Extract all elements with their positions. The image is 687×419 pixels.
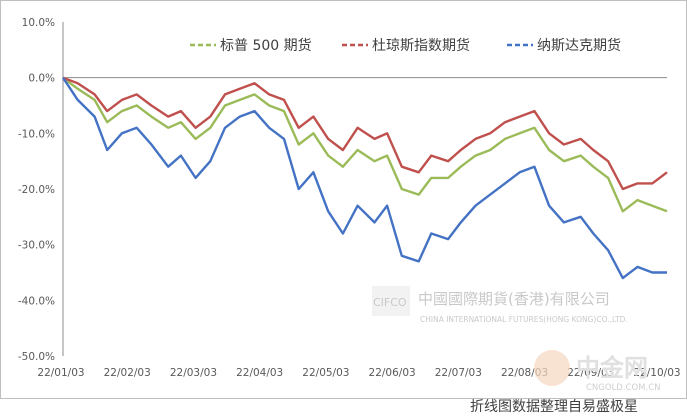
series-line-1 xyxy=(62,76,668,191)
series-lines xyxy=(61,76,668,280)
watermark-company-cn: 中國國際期貨(香港)有限公司 xyxy=(418,290,610,308)
y-tick-label: -40.0% xyxy=(18,295,55,307)
x-tick-label: 22/10/03 xyxy=(633,367,680,379)
x-tick-label: 22/09/03 xyxy=(567,367,614,379)
x-tick-label: 22/02/03 xyxy=(104,367,151,379)
legend-label: 杜琼斯指数期货 xyxy=(372,37,470,54)
footer-source: 折线图数据整理自易盛极星 xyxy=(470,399,638,415)
x-tick-label: 22/01/03 xyxy=(37,367,84,379)
x-tick-label: 22/04/03 xyxy=(236,367,283,379)
watermark: CIFCO 中國國際期貨(香港)有限公司 CHINA INTERNATIONAL… xyxy=(372,286,661,393)
y-axis-labels: 10.0% 0.0% -10.0% -20.0% -30.0% -40.0% -50.0% xyxy=(18,17,55,363)
chart-frame xyxy=(0,0,687,399)
cifco-logo-text: CIFCO xyxy=(373,296,407,309)
x-tick-label: 22/07/03 xyxy=(435,367,482,379)
chart-axes xyxy=(62,22,667,356)
x-tick-label: 22/03/03 xyxy=(170,367,217,379)
y-tick-label: -20.0% xyxy=(18,184,55,196)
cifco-logo-box xyxy=(372,286,410,316)
legend-label: 纳斯达克期货 xyxy=(537,37,621,54)
y-tick-label: 10.0% xyxy=(22,17,55,29)
watermark-site-cn: 中金网 xyxy=(576,354,648,382)
series-line-2 xyxy=(61,77,667,280)
x-tick-label: 22/06/03 xyxy=(369,367,416,379)
y-tick-label: -30.0% xyxy=(18,240,55,252)
watermark-company-en: CHINA INTERNATIONAL FUTURES(HONG KONG)CO… xyxy=(420,315,628,324)
watermark-site-url: CNGOLD.COM.CN xyxy=(586,383,661,393)
legend-label: 标普 500 期货 xyxy=(220,37,312,54)
series-line-0 xyxy=(62,76,668,213)
y-tick-label: 0.0% xyxy=(28,73,55,85)
cngold-logo-icon xyxy=(534,350,570,386)
legend: 标普 500 期货 杜琼斯指数期货 纳斯达克期货 xyxy=(190,37,621,54)
y-tick-label: -50.0% xyxy=(18,351,55,363)
y-tick-label: -10.0% xyxy=(18,128,55,140)
x-axis-labels: 22/01/03 22/02/03 22/03/03 22/04/03 22/05/03… xyxy=(37,367,680,379)
x-tick-label: 22/05/03 xyxy=(302,367,349,379)
